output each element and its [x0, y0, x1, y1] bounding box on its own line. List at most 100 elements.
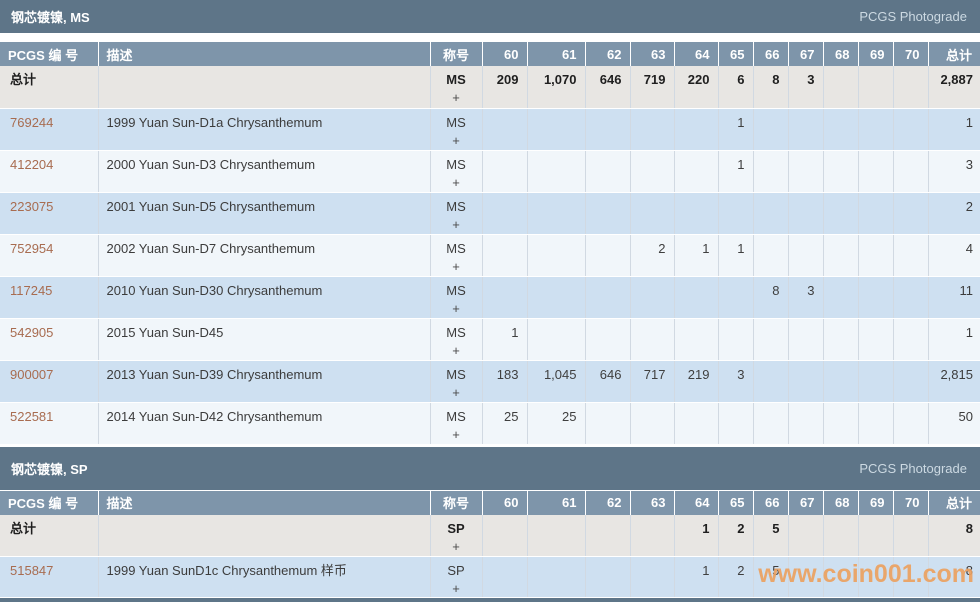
photograde-link[interactable]: PCGS Photograde: [859, 9, 967, 24]
grade-70-count: [893, 360, 929, 403]
grade-69-count: [858, 556, 894, 598]
totals-designation: MS +: [430, 66, 483, 109]
row-total: 11: [928, 276, 980, 319]
totals-grade-60: [482, 514, 528, 557]
designation-value: MS: [446, 408, 466, 424]
photograde-link[interactable]: PCGS Photograde: [859, 460, 967, 476]
grade-60-count: [482, 192, 528, 235]
pcgs-number-link[interactable]: 542905: [10, 324, 54, 340]
column-header-pcgs-number: PCGS 编 号: [0, 490, 99, 515]
column-header-grade-61: 61: [527, 42, 586, 66]
pcgs-number-link[interactable]: 412204: [10, 156, 54, 172]
row-total: 4: [928, 234, 980, 277]
designation-value: MS: [446, 114, 466, 130]
designation-cell: MS +: [430, 276, 483, 319]
section-sp: 钢芯镀镍, SP PCGS Photograde PCGS 编 号描述 称号 60 6…: [0, 446, 980, 598]
grade-69-count: [858, 402, 894, 445]
column-header-grade-67: 67: [788, 490, 824, 515]
table-row: 542905 2015 Yuan Sun-D45 MS +1 1: [0, 318, 980, 361]
column-header-grade-70: 70: [893, 42, 929, 66]
table-header-row: PCGS 编 号描述 称号 60 61 62 63 64 65 66 67 68 69 70 总计: [0, 490, 980, 515]
grade-65-count: [718, 318, 754, 361]
grade-65-count: 2: [718, 556, 754, 598]
totals-grade-62: 646: [585, 66, 631, 109]
grade-64-count: 1: [674, 556, 719, 598]
column-header-grade-60: 60: [482, 490, 528, 515]
column-header-grade-66: 66: [753, 42, 789, 66]
grade-64-count: [674, 276, 719, 319]
grade-68-count: [823, 318, 859, 361]
designation-value: MS: [446, 324, 466, 340]
totals-grade-61: [527, 514, 586, 557]
grade-67-count: [788, 402, 824, 445]
column-header-grade-70: 70: [893, 490, 929, 515]
grade-70-count: [893, 276, 929, 319]
totals-grade-70: [893, 66, 929, 109]
grade-61-count: [527, 318, 586, 361]
table-body: 总计 SP +1 2 5 8 515847 1999 Yuan SunD1c Chrysant…: [0, 514, 980, 598]
table-row: 117245 2010 Yuan Sun-D30 Chrysanthemum MS +…: [0, 276, 980, 319]
row-total: 3: [928, 150, 980, 193]
table-body: 总计 MS +209 1,070 646 719 220 6 8 3 2,887 769244 1999…: [0, 66, 980, 445]
grade-66-count: [753, 318, 789, 361]
coin-description: 2002 Yuan Sun-D7 Chrysanthemum: [98, 234, 431, 277]
totals-grade-68: [823, 66, 859, 109]
grade-65-count: 1: [718, 108, 754, 151]
designation-cell: MS +: [430, 234, 483, 277]
totals-grade-68: [823, 514, 859, 557]
section-ms: 钢芯镀镍, MS PCGS Photograde PCGS 编 号描述 称号 60 6…: [0, 0, 980, 445]
pcgs-number-cell: 223075: [0, 192, 99, 235]
table-row: 515847 1999 Yuan SunD1c Chrysanthemum 样币 S…: [0, 556, 980, 598]
pcgs-number-link[interactable]: 752954: [10, 240, 54, 256]
pcgs-number-link[interactable]: 117245: [10, 282, 53, 298]
grade-67-count: [788, 318, 824, 361]
grade-63-count: 2: [630, 234, 675, 277]
pcgs-number-link[interactable]: 769244: [10, 114, 54, 130]
table-row: 769244 1999 Yuan Sun-D1a Chrysanthemum MS +…: [0, 108, 980, 151]
section-gap: [0, 489, 980, 491]
grade-62-count: [585, 234, 631, 277]
pcgs-number-link[interactable]: 522581: [10, 408, 54, 424]
grade-61-count: [527, 108, 586, 151]
pcgs-number-cell: 542905: [0, 318, 99, 361]
grade-68-count: [823, 556, 859, 598]
totals-label: 总计: [0, 66, 99, 109]
grade-70-count: [893, 402, 929, 445]
designation-value: MS: [446, 198, 466, 214]
plus-indicator: +: [452, 342, 460, 358]
column-header-grade-65: 65: [718, 42, 754, 66]
grade-69-count: [858, 360, 894, 403]
grade-70-count: [893, 234, 929, 277]
grade-65-count: 3: [718, 360, 754, 403]
table-header-row: PCGS 编 号描述 称号 60 61 62 63 64 65 66 67 68 69 70 总计: [0, 42, 980, 66]
column-header-grade-65: 65: [718, 490, 754, 515]
pcgs-number-link[interactable]: 900007: [10, 366, 54, 382]
grade-67-count: [788, 556, 824, 598]
section-title: 钢芯镀镍, SP: [11, 461, 88, 477]
column-header-designation: 称号: [430, 490, 483, 515]
grade-66-count: [753, 234, 789, 277]
row-total: 2,815: [928, 360, 980, 403]
pcgs-number-link[interactable]: 515847: [10, 563, 54, 578]
designation-cell: MS +: [430, 192, 483, 235]
grade-68-count: [823, 192, 859, 235]
grade-63-count: [630, 402, 675, 445]
pcgs-number-link[interactable]: 223075: [10, 198, 54, 214]
grade-65-count: [718, 402, 754, 445]
grade-61-count: [527, 192, 586, 235]
grade-62-count: [585, 318, 631, 361]
grade-68-count: [823, 360, 859, 403]
plus-indicator: +: [452, 216, 460, 232]
grade-70-count: [893, 192, 929, 235]
table-row: 223075 2001 Yuan Sun-D5 Chrysanthemum MS +2: [0, 192, 980, 235]
table-row: 752954 2002 Yuan Sun-D7 Chrysanthemum MS + 2…: [0, 234, 980, 277]
grade-60-count: [482, 108, 528, 151]
column-header-grade-60: 60: [482, 42, 528, 66]
plus-indicator: +: [452, 90, 460, 105]
grade-68-count: [823, 234, 859, 277]
totals-row: 总计 SP +1 2 5 8: [0, 514, 980, 557]
grade-66-count: [753, 108, 789, 151]
grade-66-count: [753, 192, 789, 235]
totals-grade-66: 8: [753, 66, 789, 109]
grade-69-count: [858, 234, 894, 277]
